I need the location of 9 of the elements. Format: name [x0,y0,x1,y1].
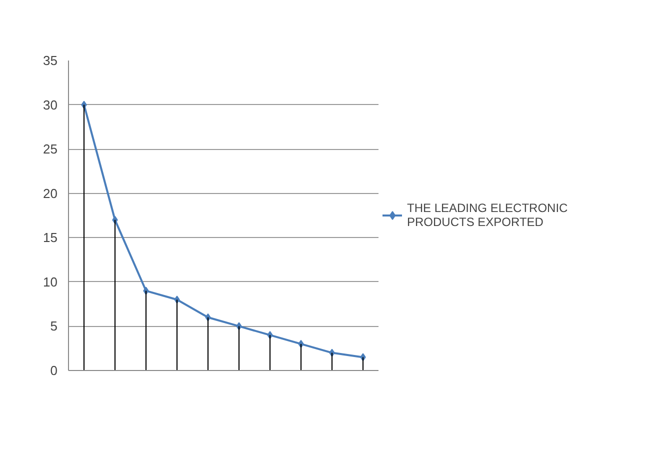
y-tick-label: 25 [43,142,58,157]
y-tick-label: 5 [50,318,58,334]
y-tick-label: 30 [43,97,58,112]
y-tick-label: 20 [43,186,58,201]
legend-label: THE LEADING ELECTRONIC PRODUCTS EXPORTED [407,201,568,229]
y-tick-label: 0 [50,363,58,378]
y-tick-label: 15 [43,230,58,246]
y-tick-label: 10 [43,274,58,290]
y-tick-label: 35 [43,53,58,68]
